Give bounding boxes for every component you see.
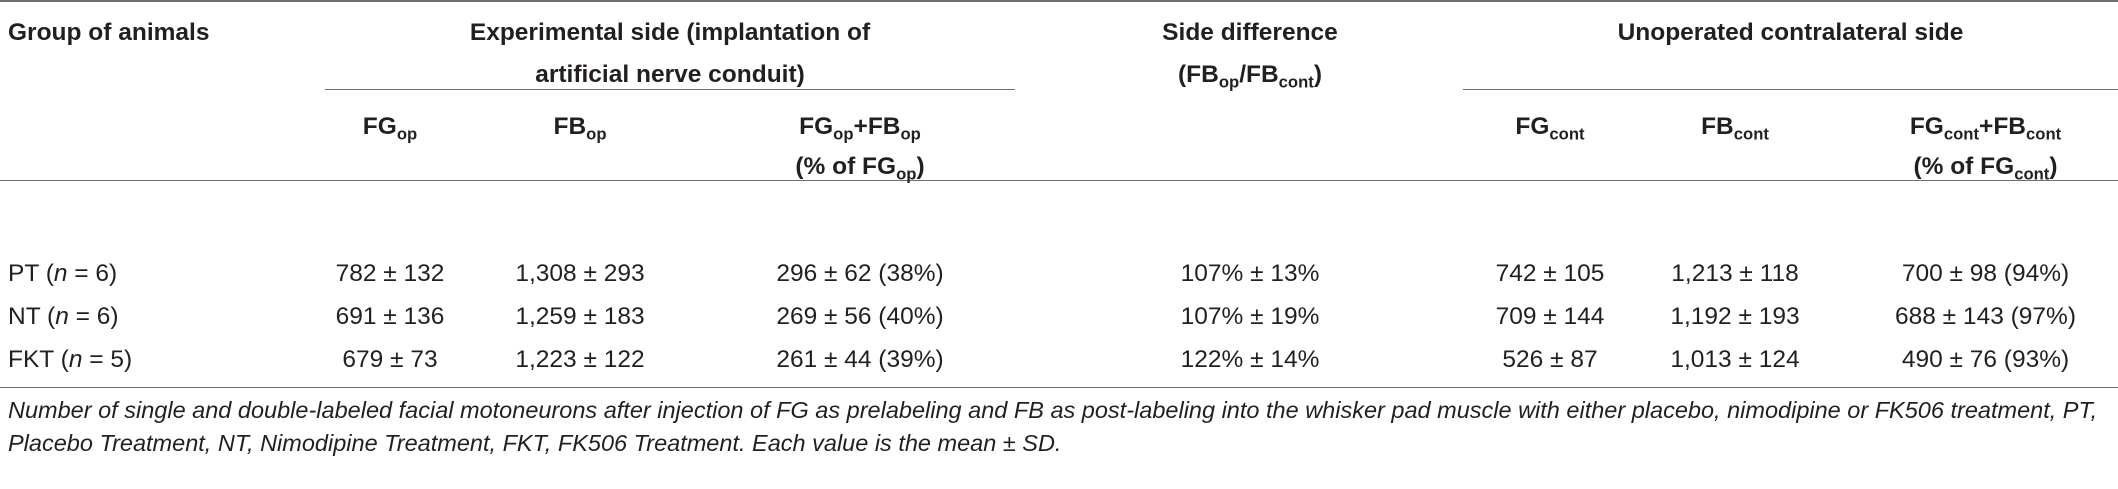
subheader-fg-fb-cont: FGcont+FBcont (% of FGcont) <box>1909 113 2062 184</box>
cell-fg-op: 691 ± 136 <box>335 303 445 330</box>
table-row: PT (n = 6) 782 ± 132 1,308 ± 293 296 ± 6… <box>0 257 2118 293</box>
table-bottom-rule <box>0 387 2118 388</box>
table-row: NT (n = 6) 691 ± 136 1,259 ± 183 269 ± 5… <box>0 300 2118 336</box>
subheader-fb-cont: FBcont <box>1701 113 1769 144</box>
cell-fb-op: 1,259 ± 183 <box>515 303 645 330</box>
cell-fg-cont: 742 ± 105 <box>1495 260 1605 287</box>
cell-fg-fb-cont: 490 ± 76 (93%) <box>1901 346 2070 373</box>
header-bottom-rule <box>0 180 2118 181</box>
cell-fg-cont: 526 ± 87 <box>1502 346 1598 373</box>
table-footnote: Number of single and double-labeled faci… <box>8 397 2098 456</box>
cell-group: PT (n = 6) <box>8 260 118 287</box>
cell-side-difference: 107% ± 13% <box>1180 260 1320 287</box>
subheader-fg-op: FGop <box>362 113 418 144</box>
header-experimental-side: Experimental side (implantation of artif… <box>469 19 871 88</box>
subheader-fg-fb-op: FGop+FBop (% of FGop) <box>795 113 925 184</box>
cell-fb-cont: 1,013 ± 124 <box>1670 346 1800 373</box>
cell-group: FKT (n = 5) <box>8 346 133 373</box>
cell-fb-op: 1,223 ± 122 <box>515 346 645 373</box>
cell-fg-op: 679 ± 73 <box>342 346 438 373</box>
cell-fg-cont: 709 ± 144 <box>1495 303 1605 330</box>
header-group-of-animals: Group of animals <box>8 19 210 46</box>
cell-fg-fb-op: 269 ± 56 (40%) <box>776 303 944 330</box>
table-top-rule <box>0 0 2118 2</box>
experimental-group-rule <box>325 89 1015 90</box>
cell-fg-fb-op: 261 ± 44 (39%) <box>776 346 944 373</box>
cell-fg-fb-cont: 688 ± 143 (97%) <box>1895 303 2076 330</box>
cell-fg-fb-op: 296 ± 62 (38%) <box>776 260 944 287</box>
cell-fb-op: 1,308 ± 293 <box>515 260 645 287</box>
cell-fb-cont: 1,192 ± 193 <box>1670 303 1800 330</box>
subheader-fb-op: FBop <box>553 113 607 144</box>
cell-fg-fb-cont: 700 ± 98 (94%) <box>1901 260 2070 287</box>
cell-side-difference: 107% ± 19% <box>1180 303 1320 330</box>
cell-group: NT (n = 6) <box>8 303 119 330</box>
header-unoperated-side: Unoperated contralateral side <box>1617 19 1964 46</box>
table-row: FKT (n = 5) 679 ± 73 1,223 ± 122 261 ± 4… <box>0 343 2118 379</box>
unoperated-group-rule <box>1463 89 2118 90</box>
header-side-difference: Side difference (FBop/FBcont) <box>1162 19 1338 92</box>
cell-side-difference: 122% ± 14% <box>1180 346 1320 373</box>
cell-fg-op: 782 ± 132 <box>335 260 445 287</box>
subheader-fg-cont: FGcont <box>1515 113 1585 144</box>
cell-fb-cont: 1,213 ± 118 <box>1671 260 1799 287</box>
